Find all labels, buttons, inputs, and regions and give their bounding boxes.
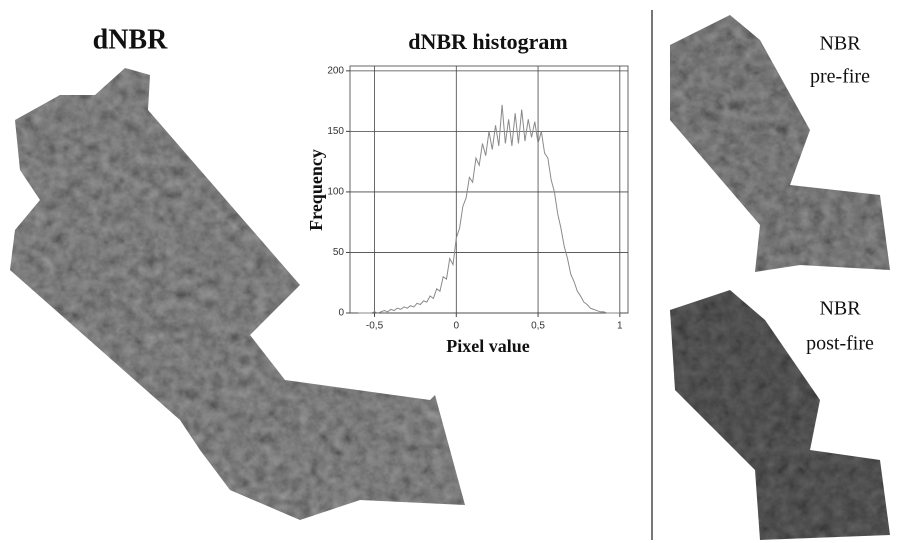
y-tick-label: 100 <box>327 187 344 198</box>
y-tick-label: 200 <box>327 65 344 76</box>
x-tick-label: 1 <box>617 321 623 332</box>
y-tick-label: 0 <box>338 308 344 319</box>
x-tick-label: 0 <box>454 321 460 332</box>
map-title: dNBR <box>93 24 168 55</box>
map-title: NBR <box>819 33 861 55</box>
post-fire-map <box>670 290 890 540</box>
x-tick-label: 0,5 <box>531 321 545 332</box>
x-axis-label: Pixel value <box>446 336 530 356</box>
map-subtitle: pre-fire <box>810 66 870 88</box>
y-axis-label: Frequency <box>306 149 326 231</box>
y-tick-label: 150 <box>327 126 344 137</box>
map-title: NBR <box>819 298 861 320</box>
plot-background <box>350 66 628 313</box>
x-tick-label: -0,5 <box>366 321 384 332</box>
chart-title: dNBR histogram <box>408 29 568 54</box>
figure: dNBR NBR pre-fire NBR post-fire dNBR his… <box>0 0 901 543</box>
map-subtitle: post-fire <box>806 333 874 355</box>
y-tick-label: 50 <box>333 247 345 258</box>
